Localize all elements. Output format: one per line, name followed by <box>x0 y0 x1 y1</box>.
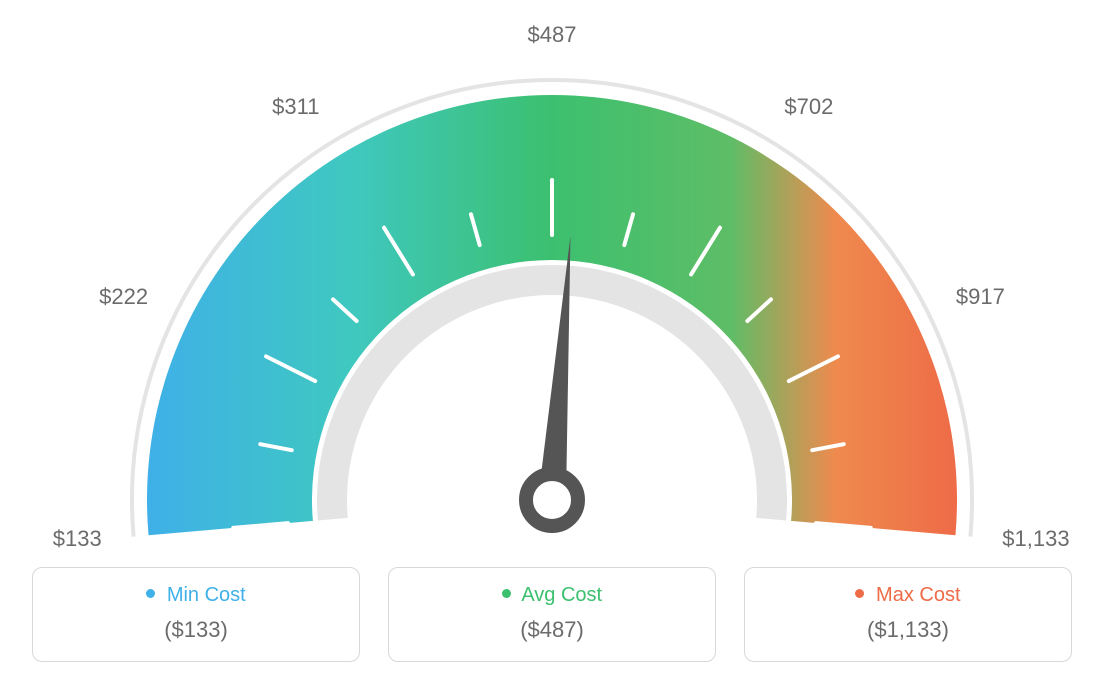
dot-max <box>855 589 864 598</box>
gauge-tick-label: $702 <box>784 94 833 120</box>
gauge-svg <box>0 0 1104 560</box>
gauge-tick-label: $222 <box>99 284 148 310</box>
legend-min-value: ($133) <box>43 617 349 643</box>
dot-avg <box>502 589 511 598</box>
legend-avg-label: Avg Cost <box>521 584 602 606</box>
gauge-tick-label: $133 <box>53 526 102 552</box>
gauge-tick-label: $1,133 <box>1002 526 1069 552</box>
legend-max-value: ($1,133) <box>755 617 1061 643</box>
dot-min <box>146 589 155 598</box>
legend-min-label: Min Cost <box>167 584 246 606</box>
cost-gauge-widget: $133 $222 $311 $487 $702 $917 $1,133 Min Cost … <box>0 0 1104 690</box>
legend-avg-value: ($487) <box>399 617 705 643</box>
legend-min-title: Min Cost <box>43 584 349 607</box>
gauge-tick-label: $311 <box>272 94 319 120</box>
legend-avg-title: Avg Cost <box>399 584 705 607</box>
gauge-tick-label: $917 <box>956 284 1005 310</box>
legend-row: Min Cost ($133) Avg Cost ($487) Max Cost… <box>32 567 1072 662</box>
legend-card-max: Max Cost ($1,133) <box>744 567 1072 662</box>
legend-max-title: Max Cost <box>755 584 1061 607</box>
gauge-area: $133 $222 $311 $487 $702 $917 $1,133 <box>0 0 1104 560</box>
gauge-tick-label: $487 <box>528 22 577 48</box>
legend-card-min: Min Cost ($133) <box>32 567 360 662</box>
legend-card-avg: Avg Cost ($487) <box>388 567 716 662</box>
legend-max-label: Max Cost <box>876 584 960 606</box>
